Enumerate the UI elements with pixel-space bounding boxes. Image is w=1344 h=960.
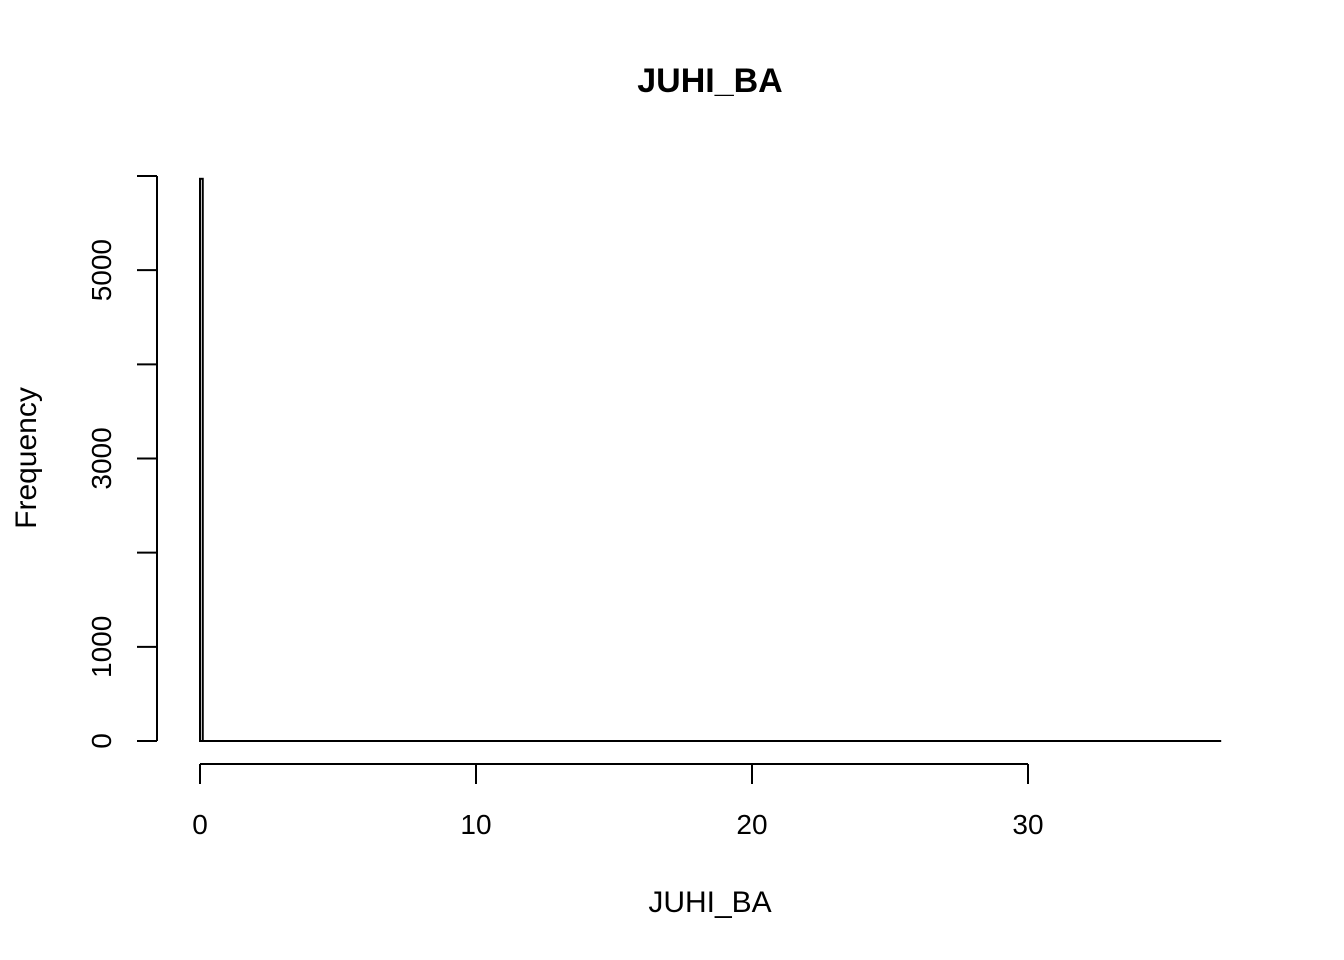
- x-tick-label: 0: [192, 809, 208, 840]
- x-tick-label: 20: [736, 809, 767, 840]
- x-axis-label: JUHI_BA: [648, 886, 771, 919]
- bars-group: [199, 177, 1222, 742]
- x-tick-label: 10: [460, 809, 491, 840]
- x-tick-label: 30: [1012, 809, 1043, 840]
- y-tick-label: 3000: [86, 427, 117, 489]
- y-axis-label: Frequency: [10, 387, 43, 529]
- x-axis: 0 10 20 30: [192, 763, 1044, 840]
- histogram-bar: [199, 177, 204, 742]
- y-tick-label: 5000: [86, 239, 117, 301]
- y-tick-label: 1000: [86, 616, 117, 678]
- chart-title: JUHI_BA: [637, 62, 782, 100]
- y-axis: 0 1000 3000 5000: [86, 174, 158, 749]
- y-tick-label: 0: [86, 733, 117, 749]
